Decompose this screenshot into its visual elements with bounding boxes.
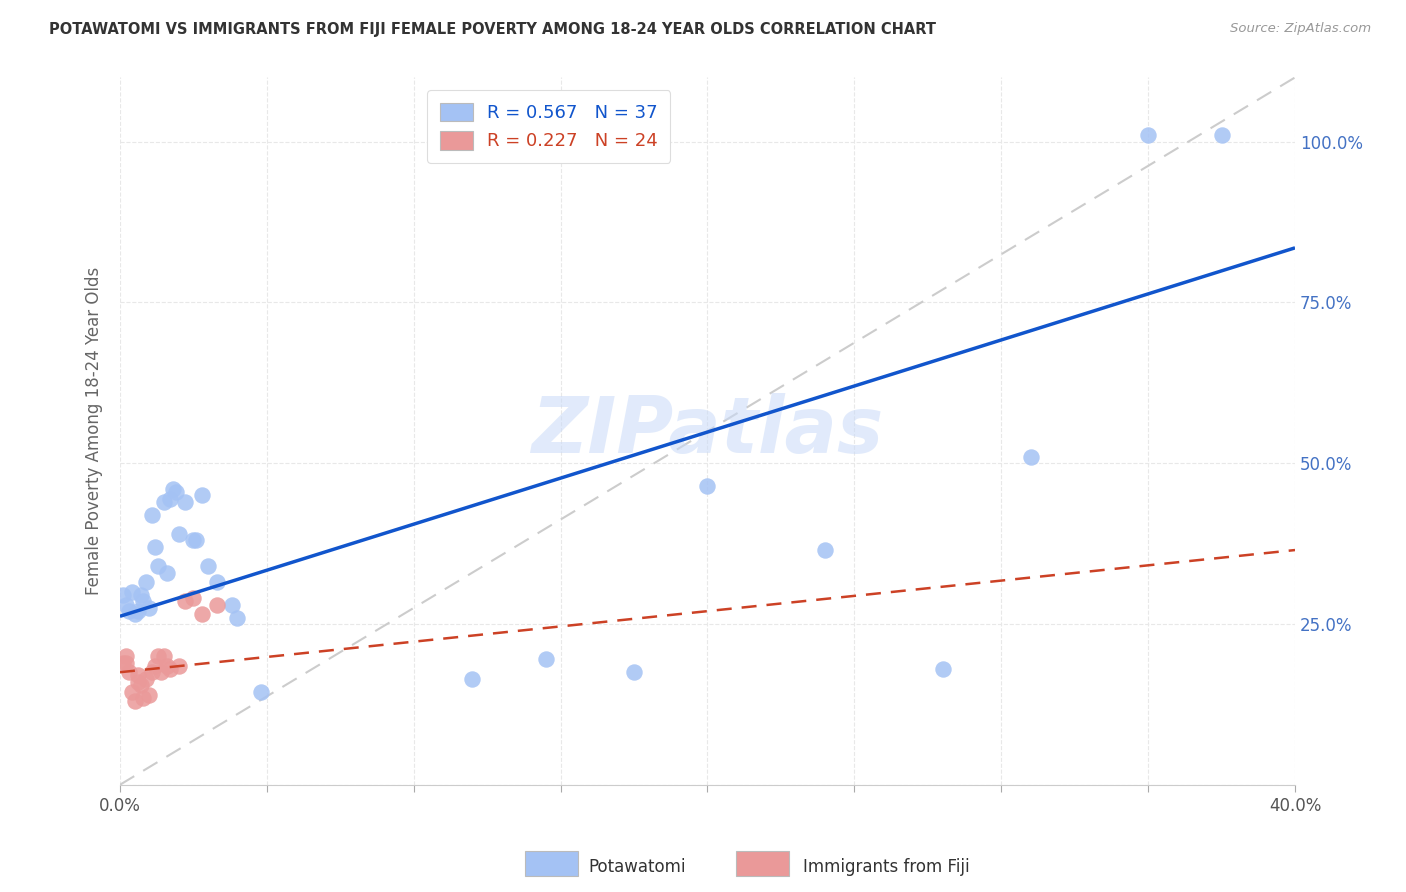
Point	[146, 649, 169, 664]
Point	[111, 588, 134, 602]
Point	[135, 575, 157, 590]
Point	[1019, 450, 1042, 464]
Point	[159, 491, 181, 506]
Point	[167, 658, 190, 673]
Point	[173, 495, 195, 509]
Point	[127, 674, 149, 689]
Point	[132, 690, 155, 705]
Point	[124, 694, 146, 708]
Point	[127, 668, 149, 682]
Point	[191, 488, 214, 502]
Point	[146, 559, 169, 574]
Text: Potawatomi: Potawatomi	[588, 858, 686, 876]
Point	[156, 658, 179, 673]
Point	[124, 607, 146, 622]
Point	[167, 527, 190, 541]
Text: Immigrants from Fiji: Immigrants from Fiji	[803, 858, 970, 876]
Point	[165, 485, 187, 500]
Point	[221, 598, 243, 612]
Point	[183, 533, 205, 548]
Point	[162, 482, 184, 496]
Point	[138, 601, 160, 615]
Text: POTAWATOMI VS IMMIGRANTS FROM FIJI FEMALE POVERTY AMONG 18-24 YEAR OLDS CORRELAT: POTAWATOMI VS IMMIGRANTS FROM FIJI FEMAL…	[49, 22, 936, 37]
Point	[159, 662, 181, 676]
Y-axis label: Female Poverty Among 18-24 Year Olds: Female Poverty Among 18-24 Year Olds	[86, 267, 103, 595]
Point	[186, 533, 208, 548]
Point	[153, 495, 176, 509]
Point	[173, 594, 195, 608]
Point	[129, 678, 152, 692]
Point	[534, 652, 557, 666]
Point	[121, 684, 143, 698]
Point	[129, 588, 152, 602]
Point	[250, 684, 273, 698]
Point	[132, 594, 155, 608]
Point	[115, 656, 138, 670]
Point	[153, 649, 176, 664]
Point	[183, 591, 205, 606]
Point	[814, 543, 837, 558]
Point	[111, 656, 134, 670]
Point	[150, 665, 173, 680]
Point	[143, 540, 166, 554]
Text: Source: ZipAtlas.com: Source: ZipAtlas.com	[1230, 22, 1371, 36]
Point	[696, 479, 718, 493]
Point	[138, 688, 160, 702]
Point	[135, 672, 157, 686]
Point	[205, 598, 228, 612]
Point	[127, 604, 149, 618]
Point	[118, 604, 141, 618]
Point	[461, 672, 484, 686]
Point	[931, 662, 953, 676]
Point	[141, 665, 163, 680]
Point	[115, 649, 138, 664]
Point	[197, 559, 219, 574]
Point	[205, 575, 228, 590]
Point	[1211, 128, 1233, 143]
Point	[1137, 128, 1160, 143]
Point	[118, 665, 141, 680]
Point	[623, 665, 645, 680]
Point	[115, 598, 138, 612]
Text: ZIPatlas: ZIPatlas	[531, 393, 883, 469]
Point	[226, 610, 249, 624]
Point	[141, 508, 163, 522]
Point	[156, 566, 179, 580]
Point	[143, 658, 166, 673]
Legend: R = 0.567   N = 37, R = 0.227   N = 24: R = 0.567 N = 37, R = 0.227 N = 24	[427, 90, 671, 163]
Point	[121, 585, 143, 599]
Point	[191, 607, 214, 622]
